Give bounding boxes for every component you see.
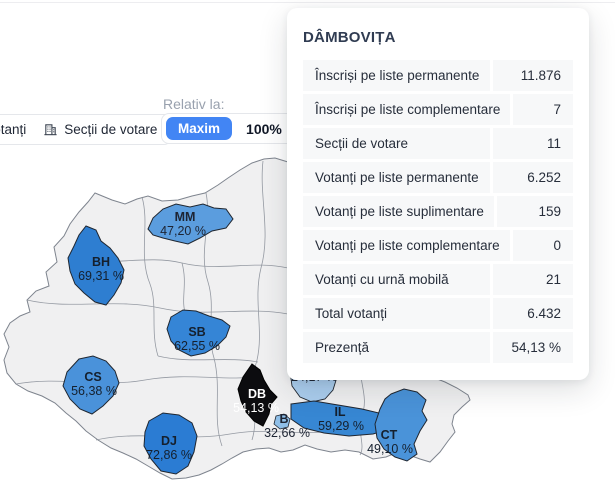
- county-dj[interactable]: [143, 412, 198, 475]
- stat-value: 7: [513, 94, 573, 125]
- stat-value: 54,13 %: [493, 332, 573, 363]
- stat-label: Înscriși pe liste permanente: [303, 60, 490, 91]
- stat-row: Votanți pe liste suplimentare 159: [303, 196, 573, 227]
- county-mm[interactable]: [147, 203, 234, 245]
- stat-value: 11.876: [493, 60, 573, 91]
- county-label-il: IL: [334, 405, 345, 419]
- relative-toggle-group: Maxim 100%: [161, 113, 297, 144]
- county-label-sb: SB: [188, 325, 205, 339]
- county-label-ct: CT: [381, 428, 398, 442]
- stat-row: Votanți pe liste complementare 0: [303, 230, 573, 261]
- county-pct-cs: 56,38 %: [71, 384, 117, 398]
- stat-value: 6.252: [493, 162, 573, 193]
- county-label-mm: MM: [175, 210, 196, 224]
- tab-votanti-label: Votanți: [0, 122, 27, 137]
- stat-row: Total votanți 6.432: [303, 298, 573, 329]
- county-pct-il: 59,29 %: [318, 419, 364, 433]
- stat-row: Secții de votare 11: [303, 128, 573, 159]
- stat-value: 6.432: [493, 298, 573, 329]
- tab-sectii-de-votare[interactable]: Secții de votare: [43, 122, 157, 137]
- stat-row: Votanți cu urnă mobilă 21: [303, 264, 573, 295]
- popup-title: DÂMBOVIȚA: [303, 29, 396, 46]
- maxim-button[interactable]: Maxim: [166, 117, 233, 140]
- stat-label: Total votanți: [303, 298, 490, 329]
- county-bh[interactable]: [67, 225, 125, 306]
- county-label-cs: CS: [84, 370, 101, 384]
- percent-100-button[interactable]: 100%: [246, 120, 282, 137]
- stat-row: Votanți pe liste permanente 6.252: [303, 162, 573, 193]
- county-ct[interactable]: [374, 388, 428, 462]
- county-pct-db: 54,13 %: [233, 401, 279, 415]
- top-divider: [0, 2, 615, 3]
- stat-label: Votanți pe liste suplimentare: [303, 196, 494, 227]
- tab-votanti[interactable]: Votanți: [0, 122, 26, 137]
- view-toggle-group: Votanți Secții de votare: [0, 114, 173, 145]
- stat-label: Secții de votare: [303, 128, 490, 159]
- stat-value: 21: [493, 264, 573, 295]
- county-b[interactable]: [273, 413, 291, 430]
- stat-value: 159: [496, 196, 573, 227]
- county-pct-bh: 69,31 %: [78, 269, 124, 283]
- stat-value: 0: [512, 230, 573, 261]
- tab-sectii-label: Secții de votare: [64, 122, 158, 137]
- county-pct-mm: 47,20 %: [160, 224, 206, 238]
- stat-label: Votanți pe liste permanente: [303, 162, 490, 193]
- county-cs[interactable]: [62, 355, 120, 415]
- county-db[interactable]: [237, 363, 278, 427]
- building-icon: [43, 122, 58, 137]
- county-label-b: B: [279, 412, 288, 426]
- stat-label: Înscriși pe liste complementare: [303, 94, 511, 125]
- county-label-dj: DJ: [161, 434, 177, 448]
- stat-label: Prezență: [303, 332, 490, 363]
- stat-label: Votanți cu urnă mobilă: [303, 264, 490, 295]
- county-pct-sb: 62,55 %: [174, 339, 220, 353]
- county-details-popup: DÂMBOVIȚA Înscriși pe liste permanente 1…: [287, 8, 589, 380]
- county-labels: MM 47,20 % BH 69,31 % SB 62,55 % CS 56,3…: [71, 210, 413, 462]
- county-pct-ct: 49,10 %: [367, 442, 413, 456]
- stat-value: 11: [493, 128, 573, 159]
- county-pct-dj: 72,86 %: [146, 448, 192, 462]
- stat-row: Prezență 54,13 %: [303, 332, 573, 363]
- relative-to-label: Relativ la:: [163, 96, 225, 112]
- county-label-bh: BH: [92, 255, 110, 269]
- stat-row: Înscriși pe liste permanente 11.876: [303, 60, 573, 91]
- stat-row: Înscriși pe liste complementare 7: [303, 94, 573, 125]
- county-sb[interactable]: [166, 309, 231, 357]
- county-pct-b: 32,66 %: [264, 426, 310, 440]
- county-label-db: DB: [248, 387, 266, 401]
- stat-label: Votanți pe liste complementare: [303, 230, 510, 261]
